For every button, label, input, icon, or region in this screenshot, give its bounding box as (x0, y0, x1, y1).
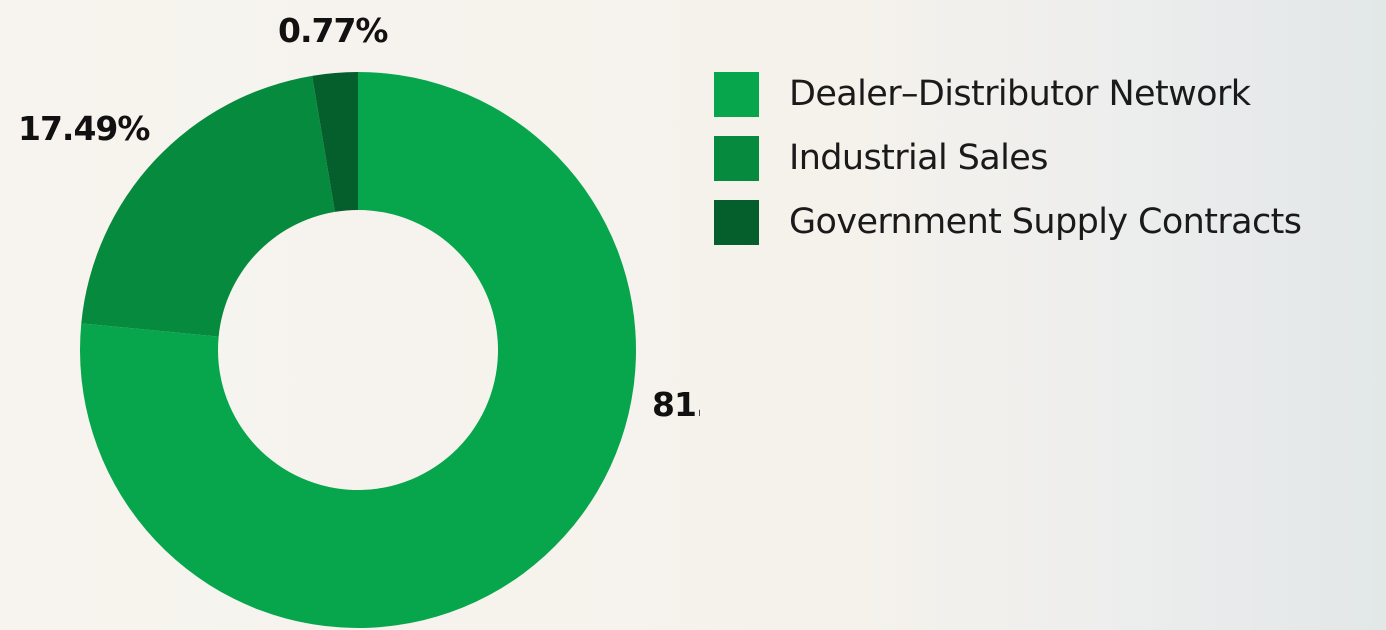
chart-legend: Dealer–Distributor Network Industrial Sa… (714, 62, 1386, 254)
donut-chart: 81.73% 17.49% 0.77% (18, 11, 700, 628)
donut-value-labels: 81.73% 17.49% 0.77% (18, 11, 700, 424)
value-label-industrial-sales: 17.49% (18, 109, 150, 148)
legend-label: Dealer–Distributor Network (789, 74, 1251, 114)
value-label-government-supply-contracts: 0.77% (278, 11, 388, 50)
legend-swatch-dealer-distributor-network (714, 71, 759, 117)
donut-slices (79, 72, 637, 628)
legend-item-government-supply-contracts: Government Supply Contracts (714, 190, 1386, 254)
value-label-dealer-distributor-network: 81.73% (652, 385, 700, 424)
legend-swatch-industrial-sales (714, 135, 759, 181)
slice-industrial-sales (81, 75, 335, 337)
legend-label: Industrial Sales (789, 138, 1048, 178)
legend-item-dealer-distributor-network: Dealer–Distributor Network (714, 62, 1386, 126)
slice-dealer-distributor-network (79, 72, 637, 628)
legend-label: Government Supply Contracts (789, 202, 1302, 242)
legend-item-industrial-sales: Industrial Sales (714, 126, 1386, 190)
legend-swatch-government-supply-contracts (714, 199, 759, 245)
slice-government-supply-contracts (312, 72, 358, 212)
